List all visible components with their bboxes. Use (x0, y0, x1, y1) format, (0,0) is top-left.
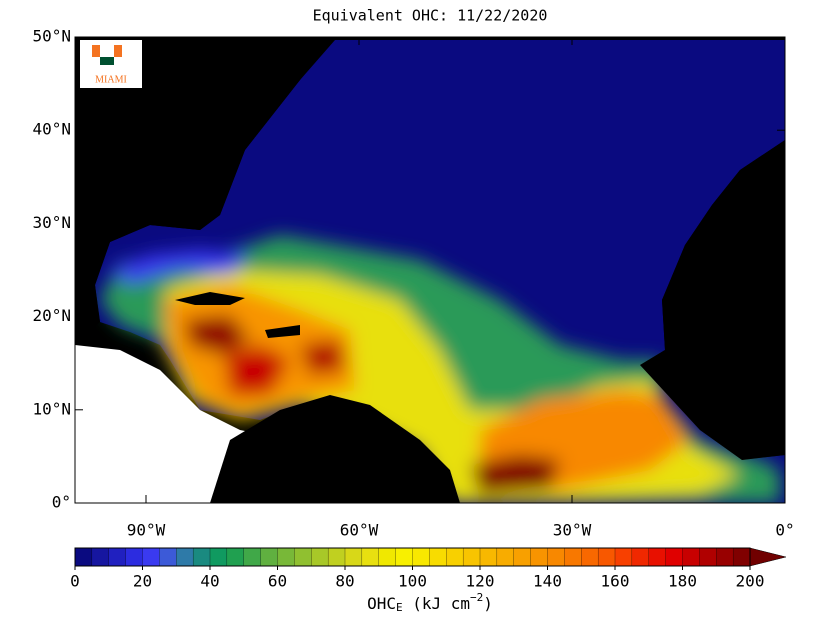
colorbar-segment (159, 547, 177, 567)
logo-mark (92, 45, 122, 57)
colorbar-tick-label: 100 (398, 572, 427, 591)
colorbar-segment (496, 547, 515, 567)
colorbar-segment (462, 547, 481, 567)
colorbar-segment (192, 547, 211, 567)
colorbar-extend (749, 547, 787, 567)
colorbar-segment (226, 547, 245, 567)
colorbar-segment (243, 547, 262, 567)
colorbar-segment (513, 547, 532, 567)
colorbar-segment (412, 547, 431, 567)
colorbar-segment (614, 547, 633, 567)
colorbar-segment (378, 547, 397, 567)
colorbar-segment (327, 547, 346, 567)
colorbar-tick-label: 120 (466, 572, 495, 591)
colorbar-segment (682, 547, 701, 567)
colorbar-segment (91, 547, 110, 567)
title: Equivalent OHC: 11/22/2020 (313, 7, 548, 25)
colorbar-segment (564, 547, 582, 567)
y-tick-label: 0° (52, 493, 71, 512)
colorbar-segment (209, 547, 228, 567)
colorbar-tick-label: 160 (601, 572, 630, 591)
x-tick-label: 60°W (340, 521, 379, 540)
colorbar-segment (597, 547, 616, 567)
y-tick-label: 10°N (32, 399, 71, 418)
logo-mark (100, 57, 114, 65)
colorbar-segment (344, 547, 363, 567)
colorbar-segment (260, 547, 279, 567)
map-field (75, 37, 785, 503)
islands (175, 292, 300, 338)
x-tick-label: 30°W (553, 521, 592, 540)
colorbar-segment (74, 547, 93, 567)
colorbar-tick-label: 200 (736, 572, 765, 591)
colorbar-segment (732, 547, 751, 567)
colorbar-tick-label: 140 (533, 572, 562, 591)
label-part: OHC (367, 594, 396, 613)
warm-water (100, 235, 780, 503)
colorbar-tick-label: 40 (200, 572, 219, 591)
colorbar-segment (142, 547, 161, 567)
colorbar-segment (631, 547, 650, 567)
colorbar-segment (665, 547, 684, 567)
colorbar-segment (446, 547, 464, 567)
colorbar-segment (277, 547, 296, 567)
label-part: −2 (470, 591, 483, 604)
y-tick-label: 30°N (32, 213, 71, 232)
label-part: ) (483, 594, 493, 613)
y-tick-label: 20°N (32, 306, 71, 325)
colorbar-segment (361, 547, 380, 567)
north-america (75, 37, 330, 345)
colorbar-segment (294, 547, 312, 567)
colorbar-tick-label: 80 (335, 572, 354, 591)
colorbar-segment (648, 547, 667, 567)
colorbar-segment (581, 547, 599, 567)
colorbar-segment (699, 547, 717, 567)
label-part: (kJ cm (403, 594, 470, 613)
africa (640, 140, 785, 460)
colorbar-segment (429, 547, 447, 567)
logo-text: MIAMI (95, 74, 127, 85)
south-america (210, 395, 460, 503)
colorbar-tick-label: 60 (268, 572, 287, 591)
colorbar-segment (716, 547, 734, 567)
map-frame (74, 36, 786, 504)
logo: MIAMI (80, 40, 142, 88)
colorbar-segment (547, 547, 566, 567)
colorbar-segment (108, 547, 127, 567)
colorbar-label: OHCE (kJ cm−2) (367, 591, 493, 614)
colorbar-segment (176, 547, 194, 567)
colorbar-segment (530, 547, 549, 567)
x-tick-label: 0° (775, 521, 794, 540)
colorbar-segment (395, 547, 414, 567)
y-tick-label: 50°N (32, 27, 71, 46)
colorbar-segment (125, 547, 144, 567)
colorbar-tick-label: 180 (668, 572, 697, 591)
colorbar-tick-label: 20 (133, 572, 152, 591)
colorbar-segment (311, 547, 329, 567)
colorbar-tick-label: 0 (70, 572, 80, 591)
label-part: E (396, 601, 403, 614)
y-tick-label: 40°N (32, 120, 71, 139)
colorbar-segment (479, 547, 498, 567)
x-tick-label: 90°W (127, 521, 166, 540)
